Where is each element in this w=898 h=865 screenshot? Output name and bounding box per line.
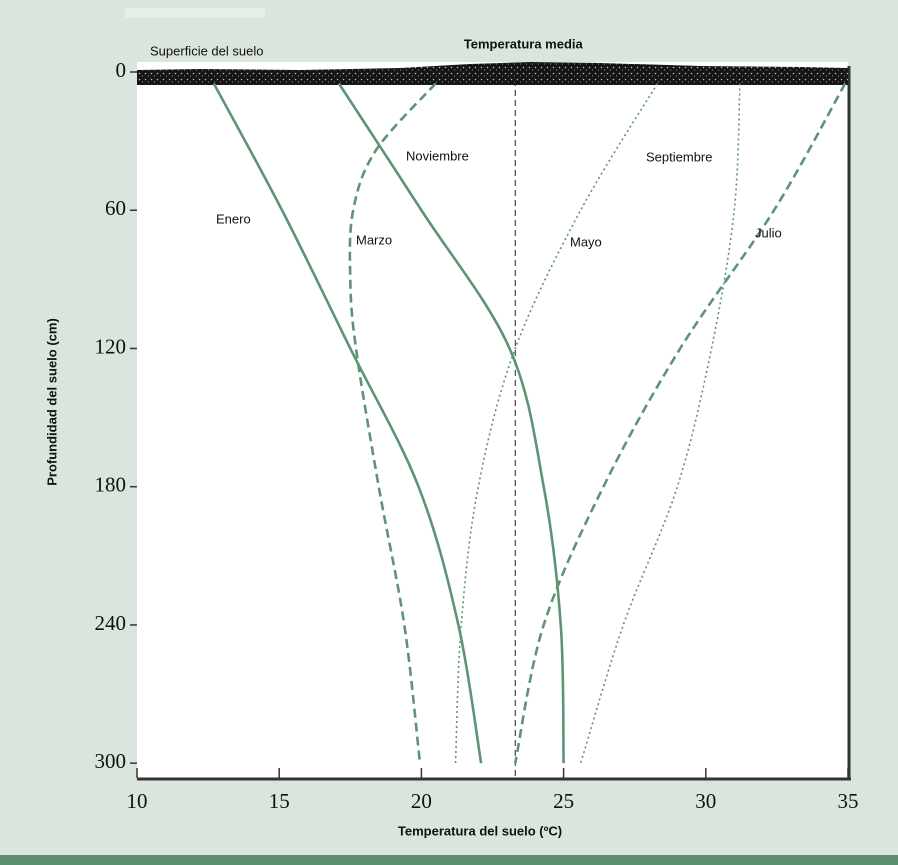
series-line [348,82,437,764]
y-tick-label: 300 [95,749,127,773]
annotation: Superficie del suelo [150,43,263,58]
series-line [513,82,847,764]
x-tick-label: 20 [411,789,432,813]
annotation: Temperatura media [464,36,584,51]
bottom-bar [0,855,898,865]
x-tick-label: 35 [838,789,859,813]
y-tick-label: 0 [116,58,127,82]
series-label: Noviembre [406,148,469,163]
x-tick-label: 30 [695,789,716,813]
x-tick-label: 10 [127,789,148,813]
x-tick-label: 15 [269,789,290,813]
series-label: Mayo [570,234,602,249]
series-line [579,83,741,764]
series-line [337,82,565,764]
tab [125,8,265,18]
series-label: Enero [216,211,251,226]
y-tick-label: 120 [95,334,127,358]
x-tick-label: 25 [553,789,574,813]
series-label: Septiembre [646,149,712,164]
series-line [212,82,483,764]
series-label: Julio [755,225,782,240]
y-axis-label: Profundidad del suelo (cm) [44,318,59,486]
series-line [454,83,659,764]
soil-surface [137,62,848,85]
y-tick-label: 60 [105,196,126,220]
y-tick-label: 240 [95,611,127,635]
series-label: Marzo [356,232,392,247]
x-axis-label: Temperatura del suelo (ºC) [398,823,562,838]
y-tick-label: 180 [95,473,127,497]
